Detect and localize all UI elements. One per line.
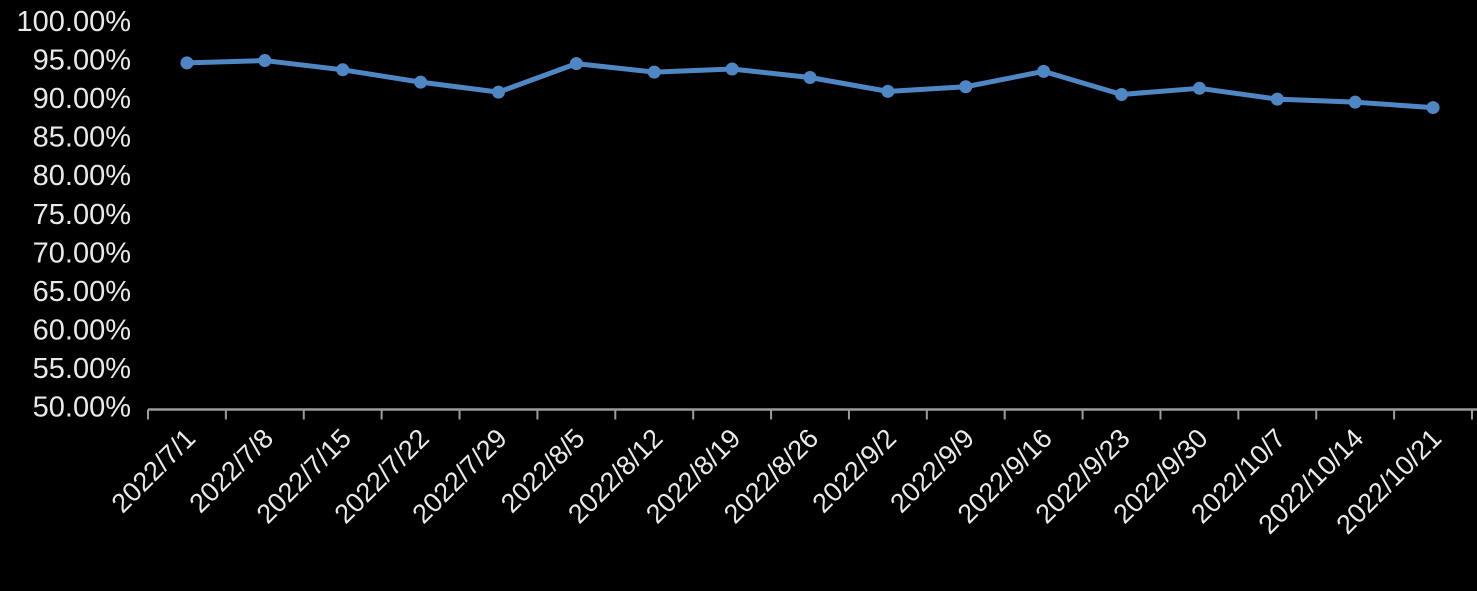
data-point-marker <box>569 57 583 71</box>
data-point-marker <box>959 80 973 94</box>
data-point-marker <box>803 71 817 85</box>
y-tick-label: 100.00% <box>17 6 132 38</box>
y-tick-label: 60.00% <box>33 314 131 346</box>
data-point-marker <box>881 84 895 98</box>
data-point-marker <box>1037 64 1051 78</box>
data-point-marker <box>1348 95 1362 109</box>
y-tick-label: 70.00% <box>33 237 131 269</box>
x-axis <box>147 408 1477 420</box>
data-point-marker <box>258 54 272 68</box>
data-point-marker <box>1426 101 1440 115</box>
data-point-marker <box>491 85 505 99</box>
y-tick-label: 85.00% <box>33 122 131 154</box>
x-tick-label: 2022/9/2 <box>807 423 903 519</box>
y-tick-label: 90.00% <box>33 83 131 115</box>
data-point-marker <box>336 63 350 77</box>
y-tick-label: 50.00% <box>33 392 131 424</box>
series-line <box>184 58 1436 111</box>
y-axis: 100.00% 95.00% 90.00% 85.00% 80.00% 75.00% 70.… <box>17 6 132 424</box>
x-tick-label: 2022/7/1 <box>106 423 202 519</box>
y-tick-label: 80.00% <box>33 160 131 192</box>
data-point-marker <box>1115 87 1129 101</box>
data-point-marker <box>647 65 661 79</box>
data-point-marker <box>725 62 739 76</box>
data-series <box>180 54 1440 115</box>
x-axis-labels: 2022/7/12022/7/82022/7/152022/7/222022/7… <box>106 423 1448 540</box>
y-tick-label: 95.00% <box>33 45 131 77</box>
data-point-marker <box>1270 92 1284 106</box>
data-point-marker <box>180 56 194 70</box>
data-point-marker <box>414 75 428 89</box>
y-tick-label: 65.00% <box>33 276 131 308</box>
data-point-marker <box>1192 81 1206 95</box>
y-tick-label: 75.00% <box>33 199 131 231</box>
y-tick-label: 55.00% <box>33 353 131 385</box>
